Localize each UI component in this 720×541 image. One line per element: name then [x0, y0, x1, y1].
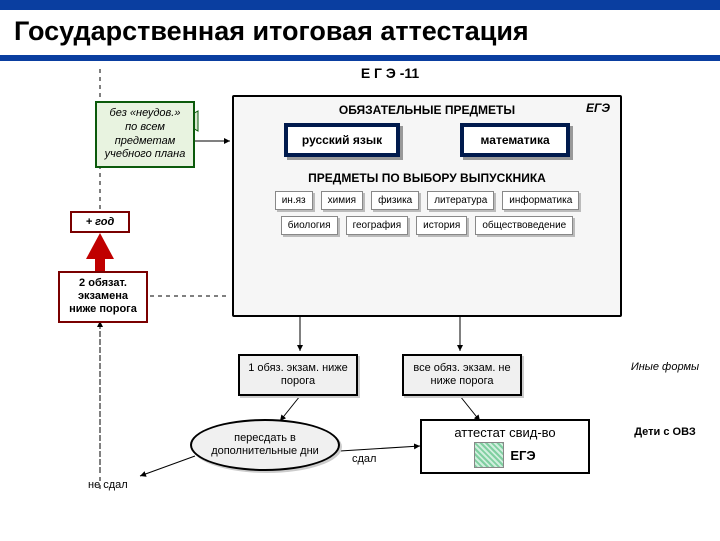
- header-stripe: [0, 0, 720, 10]
- fail-label: не сдал: [88, 479, 128, 491]
- chip-bio: биология: [281, 216, 338, 235]
- diagram-canvas: Е Г Э -11 без «неудов.» по всем предмета…: [0, 61, 720, 541]
- chip-hist: история: [416, 216, 467, 235]
- condition-box: без «неудов.» по всем предметам учебного…: [95, 101, 195, 168]
- cert-line2: ЕГЭ: [510, 448, 535, 463]
- plus-year-box: + год: [70, 211, 130, 233]
- other-forms-note: Иные формы: [630, 361, 700, 374]
- subject-russian: русский язык: [284, 123, 400, 157]
- two-below-box: 2 обязат. экзамена ниже порога: [58, 271, 148, 323]
- panel-corner-label: ЕГЭ: [586, 101, 610, 115]
- ovz-note: Дети с ОВЗ: [630, 426, 700, 439]
- mandatory-row: русский язык математика: [244, 123, 610, 157]
- chip-geo: география: [346, 216, 409, 235]
- cert-line1: аттестат свид-во: [454, 425, 555, 440]
- chip-soc: обществоведение: [475, 216, 573, 235]
- pass-label: сдал: [352, 453, 376, 465]
- retake-oval: пересдать в дополнительные дни: [190, 419, 340, 471]
- chip-phys: физика: [371, 191, 419, 210]
- chip-inf: информатика: [502, 191, 579, 210]
- chip-lit: литература: [427, 191, 494, 210]
- ege-header: Е Г Э -11: [300, 65, 480, 81]
- stamp-icon: [474, 442, 504, 468]
- certificate-box: аттестат свид-во ЕГЭ: [420, 419, 590, 474]
- all-ok-box: все обяз. экзам. не ниже порога: [402, 354, 522, 396]
- arrow-up-icon: [86, 233, 114, 259]
- chip-inYaz: ин.яз: [275, 191, 313, 210]
- subjects-panel: ЕГЭ ОБЯЗАТЕЛЬНЫЕ ПРЕДМЕТЫ русский язык м…: [232, 95, 622, 317]
- choice-row-1: ин.яз химия физика литература информатик…: [244, 191, 610, 210]
- subject-math: математика: [460, 123, 570, 157]
- choice-title: ПРЕДМЕТЫ ПО ВЫБОРУ ВЫПУСКНИКА: [244, 171, 610, 185]
- choice-row-2: биология география история обществоведен…: [244, 216, 610, 235]
- chip-chem: химия: [321, 191, 363, 210]
- page-title: Государственная итоговая аттестация: [0, 10, 720, 55]
- mandatory-title: ОБЯЗАТЕЛЬНЫЕ ПРЕДМЕТЫ: [244, 103, 610, 117]
- one-below-box: 1 обяз. экзам. ниже порога: [238, 354, 358, 396]
